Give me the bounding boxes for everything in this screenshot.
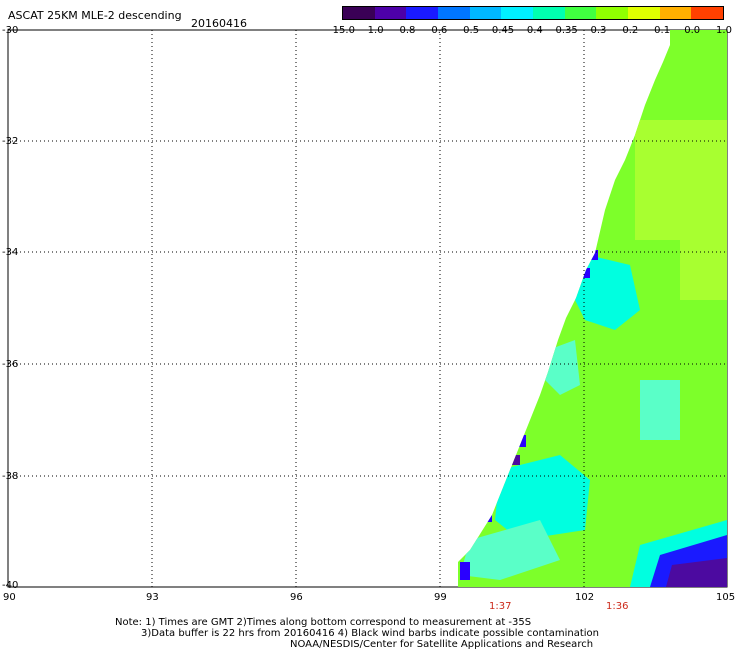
lat-label: -36 — [2, 359, 19, 370]
time-label: 1:37 — [489, 601, 512, 612]
note-line-2: 3)Data buffer is 22 hrs from 20160416 4)… — [141, 628, 599, 639]
lon-label: 105 — [716, 592, 736, 603]
colorbar-segment — [627, 7, 660, 19]
colorbar-tick-label: -0.8 — [395, 25, 416, 36]
chart-date: 20160416 — [191, 17, 247, 30]
cyan-zone-34s — [575, 255, 640, 330]
colorbar-tick-label: -0.6 — [427, 25, 448, 36]
colorbar-segment — [437, 7, 470, 19]
colorbar-tick-label: -0.2 — [618, 25, 639, 36]
colorbar-segment — [343, 7, 375, 19]
lon-label: 93 — [146, 592, 159, 603]
colorbar-segment — [406, 7, 438, 19]
colorbar-segment — [564, 7, 597, 19]
time-label: 1:36 — [606, 601, 629, 612]
colorbar-segment — [659, 7, 692, 19]
colorbar-tick-label: -0.5 — [459, 25, 480, 36]
edge-pixel-c — [518, 435, 526, 447]
lon-label: 99 — [434, 592, 447, 603]
edge-pixel-d — [512, 455, 520, 465]
wind-swath — [458, 30, 727, 587]
colorbar — [342, 6, 724, 20]
light-patch-north — [635, 120, 727, 240]
colorbar-segment — [374, 7, 407, 19]
colorbar-tick-label: -0.4 — [523, 25, 543, 36]
lon-label: 96 — [290, 592, 303, 603]
colorbar-segment — [501, 7, 533, 19]
lat-label: -30 — [2, 25, 19, 36]
purple-zone-se — [666, 558, 727, 587]
lon-label: 102 — [575, 592, 595, 603]
edge-pixel-b — [582, 268, 590, 278]
colorbar-tick-label: 1.0 — [716, 25, 732, 36]
cyan-zone-39s — [460, 520, 560, 580]
colorbar-tick-label: -0.3 — [586, 25, 607, 36]
colorbar-segment — [532, 7, 565, 19]
lat-label: -38 — [2, 471, 19, 482]
edge-pixel-a — [590, 250, 598, 260]
colorbar-segment — [691, 7, 723, 19]
colorbar-tick-label: -1.0 — [364, 25, 384, 36]
colorbar-segment — [596, 7, 628, 19]
cyan-zone-36s — [545, 340, 580, 395]
colorbar-tick-label: -0.45 — [488, 25, 515, 36]
edge-pixel-f — [460, 562, 470, 580]
colorbar-tick-label: -15.0 — [329, 25, 355, 36]
cyan-zone-38s — [495, 455, 590, 540]
chart-title: ASCAT 25KM MLE-2 descending — [8, 9, 182, 22]
lat-label: -32 — [2, 136, 19, 147]
colorbar-tick-label: -0.35 — [551, 25, 578, 36]
light-patch-east — [680, 240, 727, 300]
lat-label: -40 — [2, 580, 19, 591]
cyan-patch-mid — [640, 380, 680, 440]
colorbar-tick-label: -0.1 — [650, 25, 671, 36]
note-line-1: Note: 1) Times are GMT 2)Times along bot… — [115, 617, 532, 628]
edge-pixel-e — [484, 512, 492, 522]
colorbar-tick-label: 0.0 — [684, 25, 701, 36]
lon-label: 90 — [3, 592, 16, 603]
grid — [8, 30, 727, 587]
colorbar-labels: -15.0 -1.0 -0.8 -0.6 -0.5 -0.45 -0.4 -0.35 -0.3-… — [329, 25, 740, 39]
colorbar-segment — [469, 7, 502, 19]
note-line-3: NOAA/NESDIS/Center for Satellite Applica… — [290, 639, 594, 650]
lat-label: -34 — [2, 247, 19, 258]
